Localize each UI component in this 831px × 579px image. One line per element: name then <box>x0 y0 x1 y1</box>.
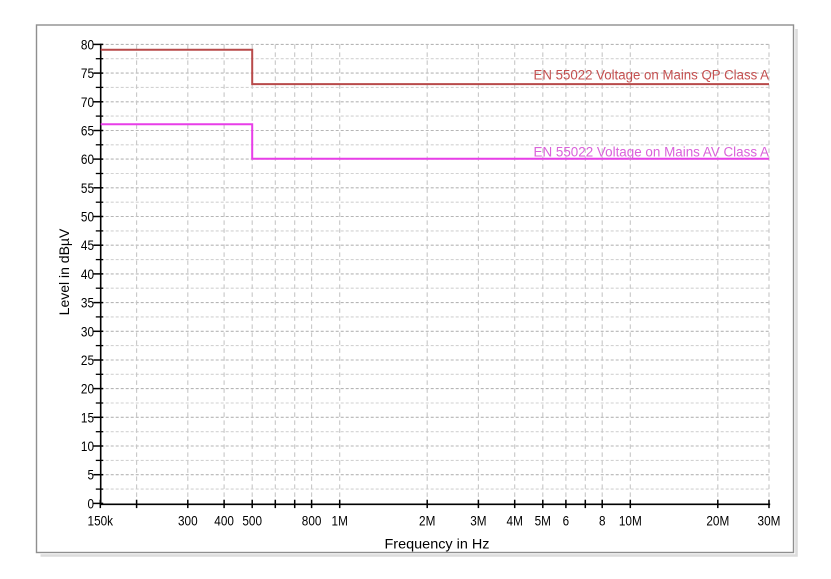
svg-text:15: 15 <box>81 409 94 425</box>
svg-text:10M: 10M <box>619 513 642 529</box>
svg-text:6: 6 <box>563 513 570 529</box>
svg-text:10: 10 <box>81 438 94 454</box>
svg-text:3M: 3M <box>470 513 486 529</box>
svg-text:45: 45 <box>81 237 94 253</box>
svg-text:80: 80 <box>81 36 94 52</box>
svg-text:65: 65 <box>81 123 94 139</box>
svg-text:800: 800 <box>302 513 322 529</box>
svg-text:4M: 4M <box>507 513 523 529</box>
svg-text:40: 40 <box>81 266 94 282</box>
svg-text:300: 300 <box>178 513 198 529</box>
svg-text:20M: 20M <box>706 513 729 529</box>
svg-text:30: 30 <box>81 323 94 339</box>
svg-text:150k: 150k <box>88 513 114 529</box>
svg-text:5: 5 <box>88 467 95 483</box>
svg-text:Level in dBµV: Level in dBµV <box>56 228 72 315</box>
svg-text:75: 75 <box>81 65 94 81</box>
svg-text:1M: 1M <box>332 513 348 529</box>
svg-text:5M: 5M <box>535 513 551 529</box>
svg-text:8: 8 <box>599 513 606 529</box>
svg-text:0: 0 <box>88 495 95 511</box>
svg-text:EN 55022 Voltage on Mains AV C: EN 55022 Voltage on Mains AV Class A <box>534 144 770 159</box>
svg-text:50: 50 <box>81 209 94 225</box>
svg-text:35: 35 <box>81 295 94 311</box>
svg-text:EN 55022 Voltage on Mains QP C: EN 55022 Voltage on Mains QP Class A <box>534 68 770 83</box>
svg-text:500: 500 <box>242 513 262 529</box>
svg-text:70: 70 <box>81 94 94 110</box>
svg-text:25: 25 <box>81 352 94 368</box>
svg-text:400: 400 <box>214 513 234 529</box>
svg-text:20: 20 <box>81 381 94 397</box>
svg-text:30M: 30M <box>758 513 781 529</box>
svg-text:Frequency in Hz: Frequency in Hz <box>385 536 490 552</box>
svg-text:2M: 2M <box>419 513 435 529</box>
svg-text:60: 60 <box>81 151 94 167</box>
svg-text:55: 55 <box>81 180 94 196</box>
